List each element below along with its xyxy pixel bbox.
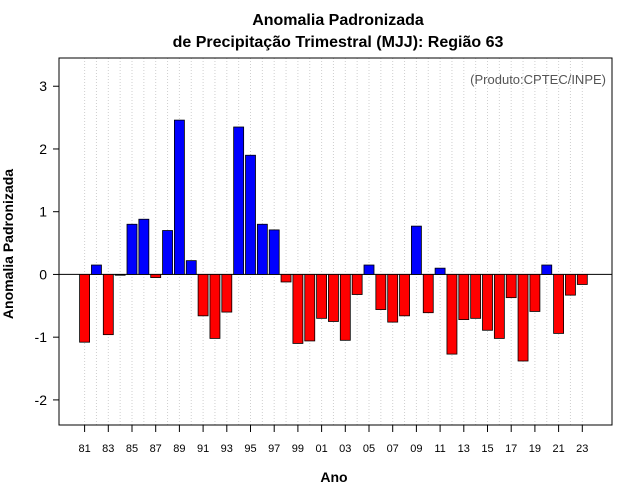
grid-lines (84, 58, 583, 425)
bar-20 (541, 264, 553, 275)
bar-85 (126, 223, 138, 275)
bar-96 (256, 223, 268, 275)
bar-13 (458, 274, 470, 321)
bar-95 (245, 154, 256, 275)
y-tick-label: 3 (39, 78, 47, 94)
x-tick-label: 21 (552, 443, 564, 455)
bar-03 (339, 274, 351, 341)
y-tick-label: 1 (39, 204, 47, 220)
bar-97 (268, 229, 280, 275)
bar-90 (185, 260, 197, 275)
x-tick-label: 11 (434, 443, 445, 455)
bar-04 (351, 274, 363, 295)
bar-89 (173, 119, 185, 275)
bar-21 (553, 274, 564, 334)
bar-87 (150, 274, 162, 278)
bar-07 (387, 274, 399, 323)
bar-09 (410, 225, 422, 275)
x-tick-label: 15 (481, 443, 493, 455)
y-axis-title: Anomalia Padronizada (0, 169, 16, 319)
x-tick-label: 17 (505, 443, 517, 455)
y-tick-label: 2 (39, 141, 47, 157)
bar-92 (209, 274, 221, 339)
y-axis: -2 -1 0 1 2 3 (35, 78, 59, 408)
x-tick-label: 01 (315, 443, 327, 455)
chart-title: Anomalia Padronizada (252, 12, 424, 29)
bar-10 (422, 274, 434, 314)
bar-81 (79, 274, 90, 343)
bar-08 (399, 274, 410, 317)
bar-84 (114, 274, 126, 276)
bar-01 (316, 274, 328, 319)
bar-23 (576, 274, 588, 285)
x-tick-label: 93 (221, 443, 233, 455)
bar-17 (505, 274, 517, 299)
bar-15 (482, 274, 493, 331)
x-tick-label: 19 (529, 443, 541, 455)
bar-98 (280, 274, 292, 283)
x-axis: 81 83 85 87 89 91 93 95 97 99 01 03 05 07 09 11 13 15 17 19… (78, 425, 588, 455)
y-tick-label: -1 (35, 329, 48, 345)
bar-86 (138, 218, 150, 275)
x-tick-label: 89 (173, 443, 185, 455)
y-tick-label: 0 (39, 266, 47, 282)
x-tick-label: 81 (78, 443, 90, 455)
x-tick-label: 87 (150, 443, 162, 455)
y-tick-label: -2 (35, 392, 48, 408)
x-tick-label: 85 (126, 443, 138, 455)
x-tick-label: 95 (244, 443, 256, 455)
bar-14 (470, 274, 482, 319)
chart-subtitle: de Precipitação Trimestral (MJJ): Região… (173, 34, 504, 51)
bar-91 (197, 274, 209, 317)
x-tick-label: 83 (102, 443, 114, 455)
x-tick-label: 99 (292, 443, 304, 455)
bar-06 (375, 274, 387, 310)
x-tick-label: 23 (576, 443, 588, 455)
bar-19 (529, 274, 541, 312)
bar-16 (493, 274, 505, 339)
x-axis-title: Ano (320, 469, 347, 485)
bar-93 (221, 274, 233, 313)
bar-02 (328, 274, 339, 322)
credit-label: (Produto:CPTEC/INPE) (470, 72, 606, 87)
x-tick-label: 05 (363, 443, 375, 455)
x-tick-label: 97 (268, 443, 280, 455)
bar-22 (565, 274, 576, 296)
plot-area (58, 57, 613, 426)
bar-05 (363, 264, 375, 275)
x-tick-label: 07 (387, 443, 399, 455)
bar-11 (434, 267, 446, 275)
bar-12 (446, 274, 458, 355)
bar-99 (292, 274, 304, 344)
x-tick-label: 03 (339, 443, 351, 455)
x-tick-label: 09 (410, 443, 422, 455)
x-tick-label: 91 (197, 443, 209, 455)
bar-18 (517, 274, 529, 362)
bar-83 (102, 274, 114, 336)
bar-94 (233, 126, 245, 275)
bar-88 (162, 230, 173, 275)
bar-82 (91, 264, 102, 275)
x-tick-label: 13 (458, 443, 470, 455)
bars (79, 119, 588, 362)
bar-00 (304, 274, 316, 342)
